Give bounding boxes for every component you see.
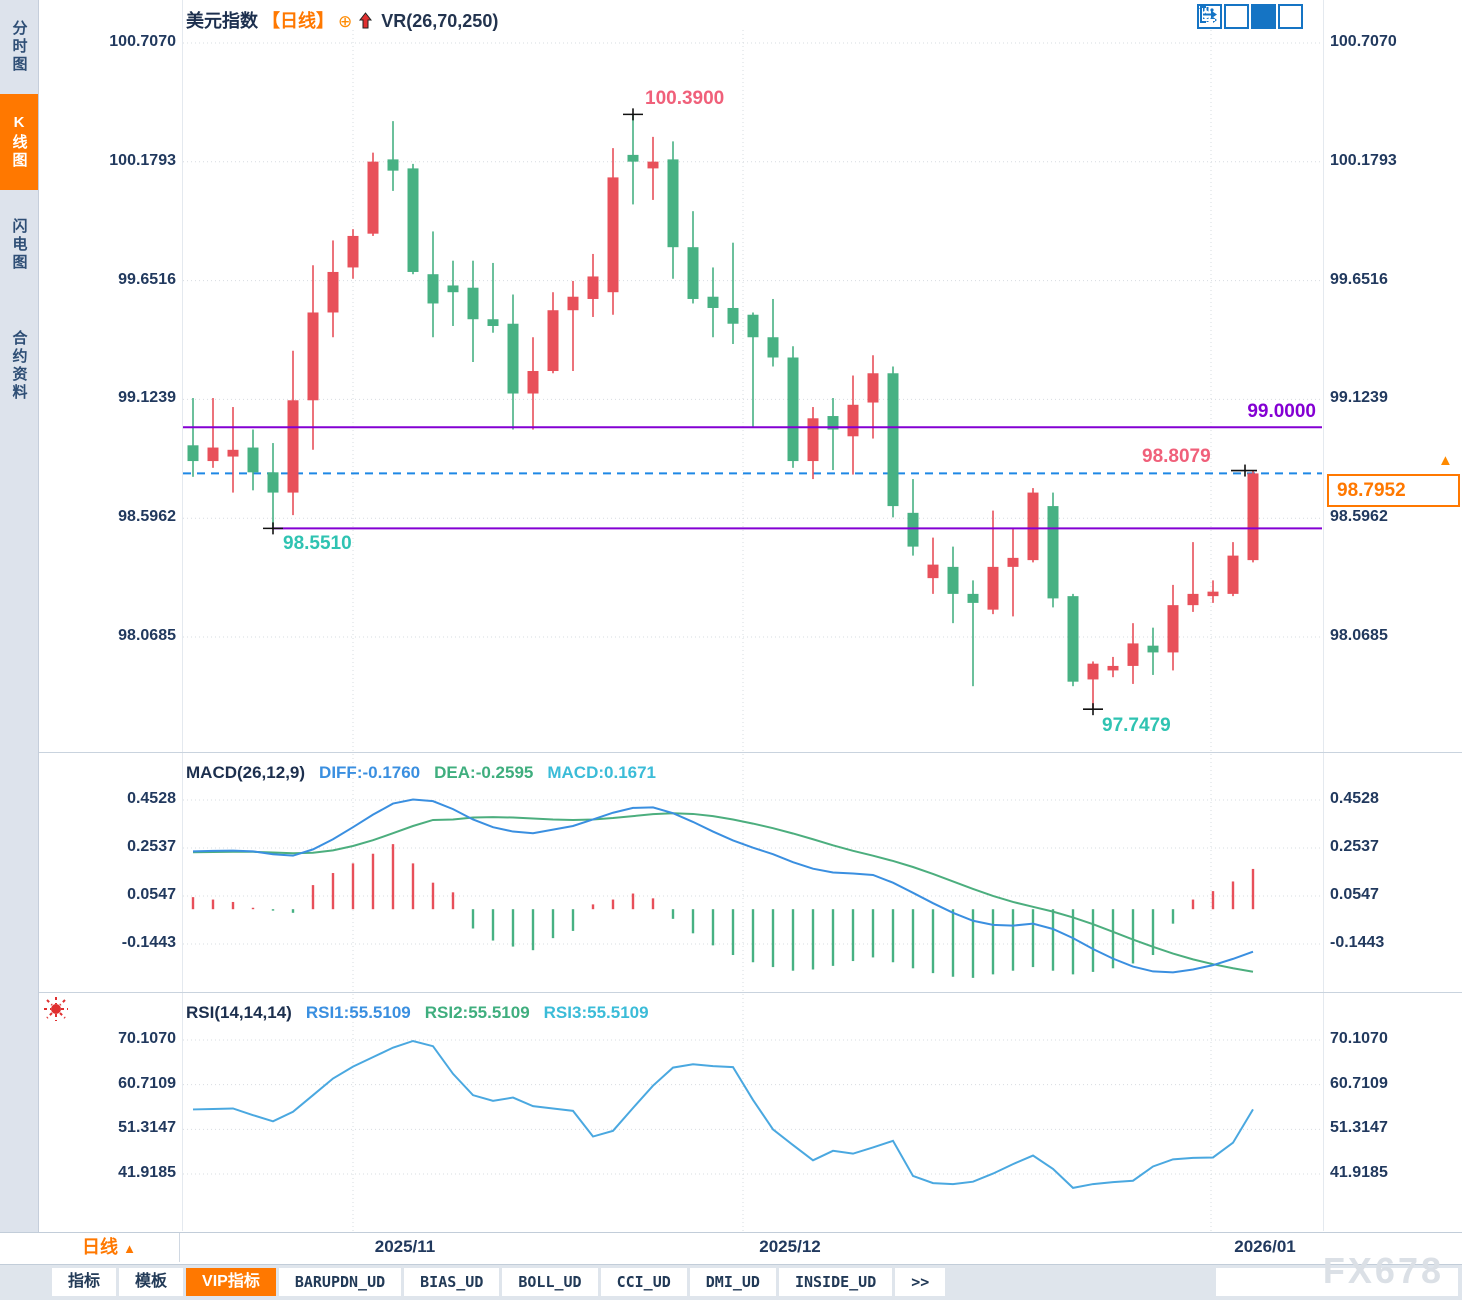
- indicator-tabs: 指标 模板 VIP指标 BARUPDN_UD BIAS_UD BOLL_UD CCI_UD D…: [52, 1268, 946, 1296]
- chart-toolbar: [1197, 4, 1303, 29]
- price-axis-label-left: 98.0685: [118, 627, 176, 644]
- rsi1-value: RSI1:55.5109: [305, 1003, 411, 1022]
- panel-separator-rsi: [38, 992, 1462, 993]
- period-selector-arrow-icon: ▲: [123, 1241, 136, 1256]
- sidebar: 分时图 K线图闪电图合约资料: [0, 0, 39, 1263]
- rsi2-value: RSI2:55.5109: [424, 1003, 530, 1022]
- tab-inside[interactable]: INSIDE_UD: [778, 1268, 893, 1296]
- macd-axis-label-right: 0.2537: [1330, 838, 1379, 856]
- macd-title: MACD(26,12,9): [186, 763, 306, 782]
- rsi-axis-label-left: 41.9185: [118, 1164, 176, 1181]
- price-axis-label-left: 100.1793: [109, 151, 176, 169]
- macd-axis-label-left: 0.0547: [127, 886, 176, 903]
- macd-dea-value: DEA:-0.2595: [434, 763, 534, 782]
- price-axis-label-left: 98.5962: [118, 508, 176, 526]
- rsi-axis-label-right: 41.9185: [1330, 1164, 1388, 1181]
- indicator-label: VR(26,70,250): [381, 11, 499, 31]
- macd-macd-value: MACD:0.1671: [547, 763, 657, 782]
- rsi-axis-label-right: 60.7109: [1330, 1074, 1388, 1092]
- price-up-arrow-icon: ▲: [1438, 452, 1453, 469]
- period-selector[interactable]: 日线 ▲: [39, 1233, 180, 1262]
- macd-diff-value: DIFF:-0.1760: [319, 763, 421, 782]
- indicator-settings-icon[interactable]: [42, 995, 70, 1023]
- price-axis-label-right: 100.7070: [1330, 33, 1397, 50]
- x-axis-label: 2026/01: [1234, 1237, 1296, 1256]
- rsi3-value: RSI3:55.5109: [543, 1003, 649, 1022]
- tab-dmi[interactable]: DMI_UD: [689, 1268, 776, 1296]
- period-low-label: 97.7479: [1102, 715, 1171, 736]
- panel-separator-macd: [38, 752, 1462, 753]
- period-selector-label: 日线: [82, 1237, 119, 1257]
- macd-axis-label-left: 0.4528: [127, 790, 176, 807]
- support-low-label: 98.5510: [283, 533, 352, 554]
- rsi-title: RSI(14,14,14): [186, 1003, 292, 1022]
- last-price-box[interactable]: 98.7952: [1327, 474, 1460, 507]
- axis-scale-icon[interactable]: [1199, 4, 1249, 29]
- price-axis-label-right: 100.1793: [1330, 151, 1397, 169]
- macd-axis-label-right: -0.1443: [1330, 934, 1385, 951]
- axis-divider-left: [182, 0, 183, 1231]
- axis-divider-right: [1323, 0, 1324, 1231]
- x-axis-label: 2025/11: [374, 1237, 436, 1256]
- macd-header: MACD(26,12,9) DIFF:-0.1760 DEA:-0.2595 MACD…: [186, 763, 670, 783]
- x-axis-strip: [0, 1232, 1462, 1263]
- tab-template[interactable]: 模板: [119, 1268, 184, 1296]
- recent-high-label: 98.8079: [1142, 446, 1211, 467]
- axis-play-icon[interactable]: [1201, 4, 1276, 29]
- tab-cci[interactable]: CCI_UD: [600, 1268, 687, 1296]
- tab-bar-filler: [1216, 1268, 1458, 1296]
- up-arrow-icon: [359, 12, 373, 29]
- sidebar-item-lightning-chart[interactable]: 闪电图: [0, 198, 38, 292]
- tab-more[interactable]: >>: [895, 1268, 946, 1296]
- rsi-axis-label-left: 70.1070: [118, 1030, 176, 1047]
- tab-barupdn[interactable]: BARUPDN_UD: [278, 1268, 402, 1296]
- symbol-title: 美元指数: [186, 11, 258, 31]
- rsi-axis-label-right: 51.3147: [1330, 1119, 1388, 1137]
- price-axis-label-left: 99.6516: [118, 270, 176, 288]
- period-badge[interactable]: 【日线】: [262, 11, 334, 31]
- x-axis-label: 2025/12: [759, 1237, 821, 1256]
- price-axis-label-right: 98.5962: [1330, 508, 1388, 526]
- price-axis-label-right: 98.0685: [1330, 627, 1388, 644]
- rsi-axis-label-left: 51.3147: [118, 1119, 176, 1137]
- price-axis-label-left: 100.7070: [109, 33, 176, 50]
- tab-vip-indicator[interactable]: VIP指标: [186, 1268, 276, 1296]
- exit-chart-icon[interactable]: [1200, 4, 1303, 29]
- macd-axis-label-right: 0.0547: [1330, 886, 1379, 903]
- period-high-label: 100.3900: [645, 88, 725, 109]
- rsi-axis-label-left: 60.7109: [118, 1074, 176, 1092]
- add-indicator-icon[interactable]: ⊕: [338, 12, 353, 31]
- sidebar-item-contract-info[interactable]: 合约资料: [0, 300, 38, 432]
- sidebar-item-time-chart[interactable]: 分时图: [0, 4, 38, 90]
- price-axis-label-right: 99.1239: [1330, 389, 1388, 407]
- resistance-label: 99.0000: [1247, 401, 1316, 422]
- macd-axis-label-left: 0.2537: [127, 838, 176, 856]
- sidebar-item-kline-chart[interactable]: K线图: [0, 94, 38, 190]
- price-axis-label-right: 99.6516: [1330, 270, 1388, 288]
- price-axis-label-left: 99.1239: [118, 389, 176, 407]
- rsi-header: RSI(14,14,14) RSI1:55.5109 RSI2:55.5109 RSI…: [186, 1003, 663, 1023]
- rsi-axis-label-right: 70.1070: [1330, 1030, 1388, 1047]
- watermark: FX678: [1322, 1250, 1444, 1291]
- chart-header: 美元指数 【日线】 ⊕ VR(26,70,250): [186, 7, 498, 33]
- tab-indicator[interactable]: 指标: [52, 1268, 117, 1296]
- tab-boll[interactable]: BOLL_UD: [502, 1268, 598, 1296]
- tab-bias[interactable]: BIAS_UD: [404, 1268, 500, 1296]
- macd-axis-label-right: 0.4528: [1330, 790, 1379, 807]
- macd-axis-label-left: -0.1443: [121, 934, 176, 951]
